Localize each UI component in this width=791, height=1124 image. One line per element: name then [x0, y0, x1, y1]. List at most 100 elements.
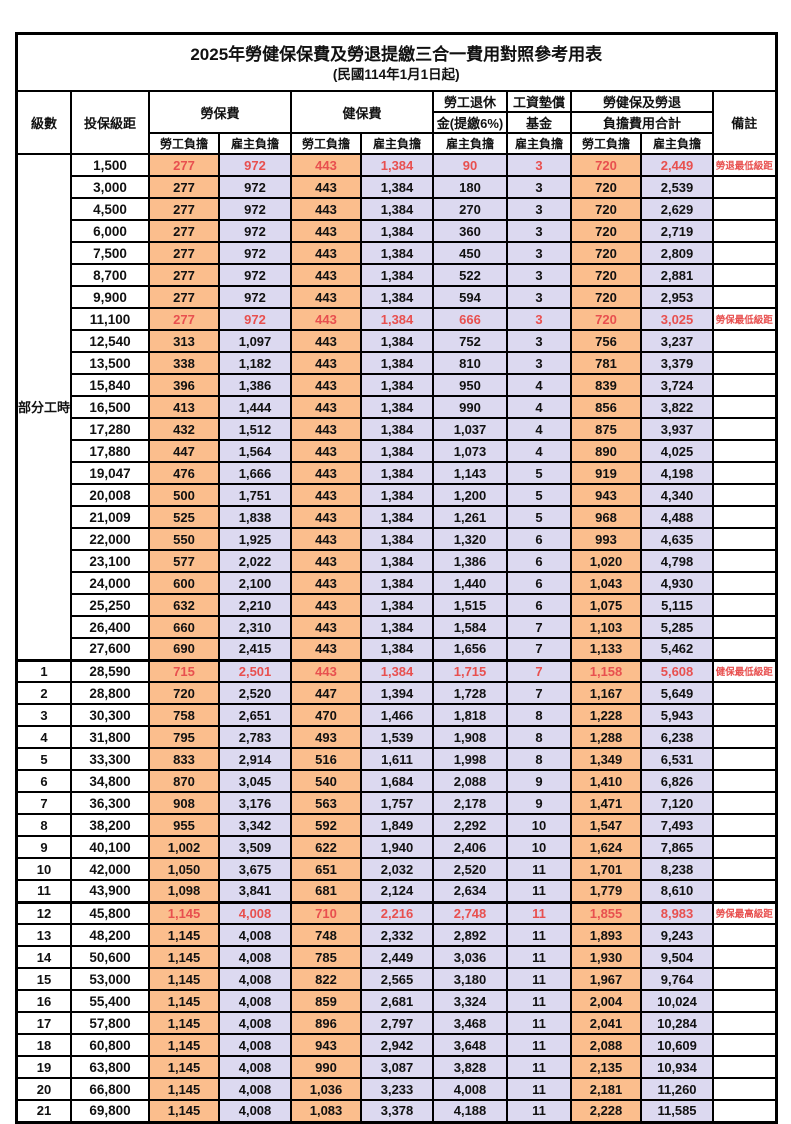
table-row: 25,250 632 2,210 443 1,384 1,515 6 1,075 5,115 [17, 593, 778, 617]
bracket-cell: 6,000 [70, 219, 151, 243]
labor-ins-employee-cell: 577 [148, 549, 221, 573]
health-ins-employer-cell: 1,849 [360, 813, 435, 837]
health-ins-employer-cell: 1,384 [360, 241, 435, 265]
labor-ins-employee-cell: 1,145 [148, 1099, 221, 1123]
pension-employer-cell: 2,406 [432, 835, 509, 859]
remark-cell [712, 1055, 778, 1079]
total-employee-cell: 1,020 [570, 549, 643, 573]
bracket-cell: 31,800 [70, 725, 151, 749]
subheader-labor-employee: 勞工負擔 [148, 132, 221, 155]
total-employee-cell: 2,088 [570, 1033, 643, 1057]
remark-cell [712, 351, 778, 375]
total-employee-cell: 1,228 [570, 703, 643, 727]
total-employer-cell: 4,025 [640, 439, 715, 463]
total-employer-cell: 8,983 [640, 900, 715, 925]
total-employer-cell: 2,953 [640, 285, 715, 309]
health-ins-employer-cell: 1,384 [360, 549, 435, 573]
labor-ins-employee-cell: 1,002 [148, 835, 221, 859]
remark-cell: 勞保最高級距 [712, 900, 778, 925]
wage-fund-employer-cell: 6 [506, 571, 573, 595]
health-ins-employee-cell: 443 [290, 417, 363, 441]
labor-ins-employer-cell: 2,783 [218, 725, 293, 749]
wage-fund-employer-cell: 7 [506, 615, 573, 639]
labor-ins-employee-cell: 277 [148, 263, 221, 287]
table-row: 20,008 500 1,751 443 1,384 1,200 5 943 4,340 [17, 483, 778, 507]
labor-ins-employee-cell: 1,145 [148, 1033, 221, 1057]
labor-ins-employer-cell: 3,841 [218, 879, 293, 903]
total-employee-cell: 1,075 [570, 593, 643, 617]
table-row: 8 38,200 955 3,342 592 1,849 2,292 10 1,547 7,493 [15, 813, 778, 837]
labor-ins-employee-cell: 277 [148, 219, 221, 243]
table-row: 27,600 690 2,415 443 1,384 1,656 7 1,133 5,462 [17, 637, 778, 661]
bracket-cell: 21,009 [70, 505, 151, 529]
wage-fund-employer-cell: 11 [506, 945, 573, 969]
health-ins-employee-cell: 443 [290, 395, 363, 419]
total-employee-cell: 1,288 [570, 725, 643, 749]
col-header-remark: 備註 [712, 90, 778, 155]
part-time-label: 部分工時 [15, 153, 73, 661]
health-ins-employee-cell: 443 [290, 351, 363, 375]
health-ins-employer-cell: 2,681 [360, 989, 435, 1013]
health-ins-employer-cell: 1,384 [360, 593, 435, 617]
total-employer-cell: 4,488 [640, 505, 715, 529]
labor-ins-employee-cell: 833 [148, 747, 221, 771]
labor-ins-employer-cell: 972 [218, 285, 293, 309]
pension-employer-cell: 2,178 [432, 791, 509, 815]
table-row: 11,100 277 972 443 1,384 666 3 720 3,025 勞保最低級距 [17, 307, 778, 331]
pension-employer-cell: 2,634 [432, 879, 509, 903]
wage-fund-employer-cell: 3 [506, 197, 573, 221]
pension-employer-cell: 450 [432, 241, 509, 265]
pension-employer-cell: 1,440 [432, 571, 509, 595]
table-row: 15,840 396 1,386 443 1,384 950 4 839 3,724 [17, 373, 778, 397]
labor-ins-employee-cell: 277 [148, 307, 221, 331]
table-row: 8,700 277 972 443 1,384 522 3 720 2,881 [17, 263, 778, 287]
total-employer-cell: 5,649 [640, 681, 715, 705]
pension-employer-cell: 1,728 [432, 681, 509, 705]
total-employee-cell: 1,547 [570, 813, 643, 837]
health-ins-employee-cell: 990 [290, 1055, 363, 1079]
header-row-2: 金(提繳6%) 基金 負擔費用合計 [17, 111, 777, 134]
remark-cell [712, 835, 778, 859]
level-cell: 1 [15, 658, 73, 683]
total-employer-cell: 10,609 [640, 1033, 715, 1057]
pension-employer-cell: 990 [432, 395, 509, 419]
labor-ins-employer-cell: 972 [218, 241, 293, 265]
pension-employer-cell: 1,037 [432, 417, 509, 441]
labor-ins-employee-cell: 870 [148, 769, 221, 793]
bracket-cell: 16,500 [70, 395, 151, 419]
remark-cell: 勞退最低級距 [712, 153, 778, 177]
labor-ins-employee-cell: 1,145 [148, 967, 221, 991]
health-ins-employee-cell: 443 [290, 549, 363, 573]
level-cell: 16 [15, 989, 73, 1013]
health-ins-employee-cell: 943 [290, 1033, 363, 1057]
total-employer-cell: 2,449 [640, 153, 715, 177]
total-employer-cell: 6,238 [640, 725, 715, 749]
remark-cell [712, 285, 778, 309]
remark-cell [712, 1077, 778, 1101]
health-ins-employer-cell: 2,332 [360, 923, 435, 947]
table-row: 9,900 277 972 443 1,384 594 3 720 2,953 [17, 285, 778, 309]
labor-ins-employer-cell: 4,008 [218, 989, 293, 1013]
page-subtitle: (民國114年1月1日起) [332, 67, 460, 83]
health-ins-employee-cell: 443 [290, 505, 363, 529]
pension-employer-cell: 2,292 [432, 813, 509, 837]
wage-fund-employer-cell: 8 [506, 747, 573, 771]
pension-employer-cell: 1,908 [432, 725, 509, 749]
health-ins-employer-cell: 1,384 [360, 571, 435, 595]
pension-employer-cell: 270 [432, 197, 509, 221]
table-row: 21 69,800 1,145 4,008 1,083 3,378 4,188 11 2,228… [15, 1099, 778, 1123]
health-ins-employee-cell: 896 [290, 1011, 363, 1035]
table-row: 17 57,800 1,145 4,008 896 2,797 3,468 11 2,041 10… [15, 1011, 778, 1035]
wage-fund-employer-cell: 4 [506, 439, 573, 463]
labor-ins-employer-cell: 3,509 [218, 835, 293, 859]
level-cell: 10 [15, 857, 73, 881]
wage-fund-employer-cell: 3 [506, 307, 573, 331]
labor-ins-employer-cell: 1,564 [218, 439, 293, 463]
wage-fund-employer-cell: 5 [506, 505, 573, 529]
remark-cell [712, 681, 778, 705]
health-ins-employer-cell: 1,384 [360, 175, 435, 199]
level-cell: 8 [15, 813, 73, 837]
labor-ins-employer-cell: 1,838 [218, 505, 293, 529]
labor-ins-employer-cell: 4,008 [218, 1055, 293, 1079]
total-employer-cell: 5,943 [640, 703, 715, 727]
